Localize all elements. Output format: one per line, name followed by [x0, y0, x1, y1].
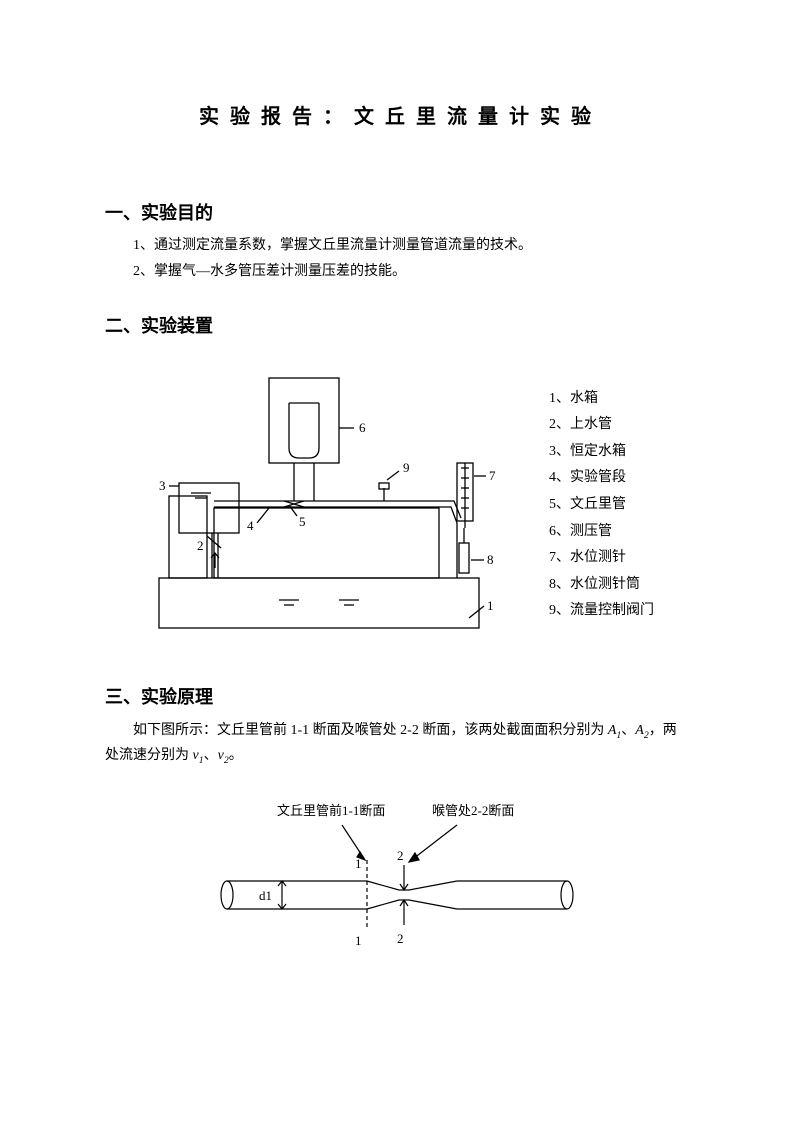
- legend-item: 2、上水管: [549, 412, 654, 439]
- legend-item: 1、水箱: [549, 386, 654, 413]
- principle-paragraph: 如下图所示：文丘里管前 1-1 断面及喉管处 2-2 断面，该两处截面面积分别为…: [105, 719, 688, 770]
- purpose-item-2: 2、掌握气—水多管压差计测量压差的技能。: [105, 261, 688, 283]
- svg-text:文丘里管前1-1断面: 文丘里管前1-1断面: [277, 803, 385, 818]
- heading-apparatus: 二、实验装置: [105, 312, 688, 338]
- svg-text:4: 4: [247, 518, 254, 533]
- svg-text:1: 1: [355, 933, 362, 948]
- legend-item: 4、实验管段: [549, 465, 654, 492]
- legend-item: 8、水位测针筒: [549, 572, 654, 599]
- legend-item: 7、水位测针: [549, 545, 654, 572]
- svg-text:喉管处2-2断面: 喉管处2-2断面: [432, 803, 514, 818]
- svg-text:1: 1: [487, 598, 494, 613]
- apparatus-diagram: 1 2 3 4 5 6 7 8 9: [139, 368, 499, 643]
- apparatus-legend: 1、水箱 2、上水管 3、恒定水箱 4、实验管段 5、文丘里管 6、测压管 7、…: [549, 386, 654, 625]
- svg-text:7: 7: [489, 468, 496, 483]
- legend-item: 3、恒定水箱: [549, 439, 654, 466]
- section-purpose: 一、实验目的 1、通过测定流量系数，掌握文丘里流量计测量管道流量的技术。 2、掌…: [105, 199, 688, 284]
- legend-item: 6、测压管: [549, 519, 654, 546]
- section-principle: 三、实验原理 如下图所示：文丘里管前 1-1 断面及喉管处 2-2 断面，该两处…: [105, 683, 688, 960]
- svg-text:2: 2: [397, 931, 404, 946]
- svg-text:2: 2: [397, 848, 404, 863]
- section-apparatus: 二、实验装置: [105, 312, 688, 643]
- svg-text:6: 6: [359, 420, 366, 435]
- page-title: 实 验 报 告 ： 文 丘 里 流 量 计 实 验: [105, 100, 688, 129]
- heading-purpose: 一、实验目的: [105, 199, 688, 225]
- svg-text:5: 5: [299, 514, 306, 529]
- svg-text:1: 1: [355, 856, 362, 871]
- svg-text:2: 2: [197, 538, 204, 553]
- venturi-diagram: 文丘里管前1-1断面 喉管处2-2断面 1 1 2 2 d1: [105, 790, 688, 960]
- heading-principle: 三、实验原理: [105, 683, 688, 709]
- legend-item: 5、文丘里管: [549, 492, 654, 519]
- legend-item: 9、流量控制阀门: [549, 598, 654, 625]
- svg-text:8: 8: [487, 552, 494, 567]
- svg-text:d1: d1: [259, 888, 272, 903]
- svg-text:9: 9: [403, 460, 410, 475]
- svg-text:3: 3: [159, 478, 166, 493]
- purpose-item-1: 1、通过测定流量系数，掌握文丘里流量计测量管道流量的技术。: [105, 235, 688, 257]
